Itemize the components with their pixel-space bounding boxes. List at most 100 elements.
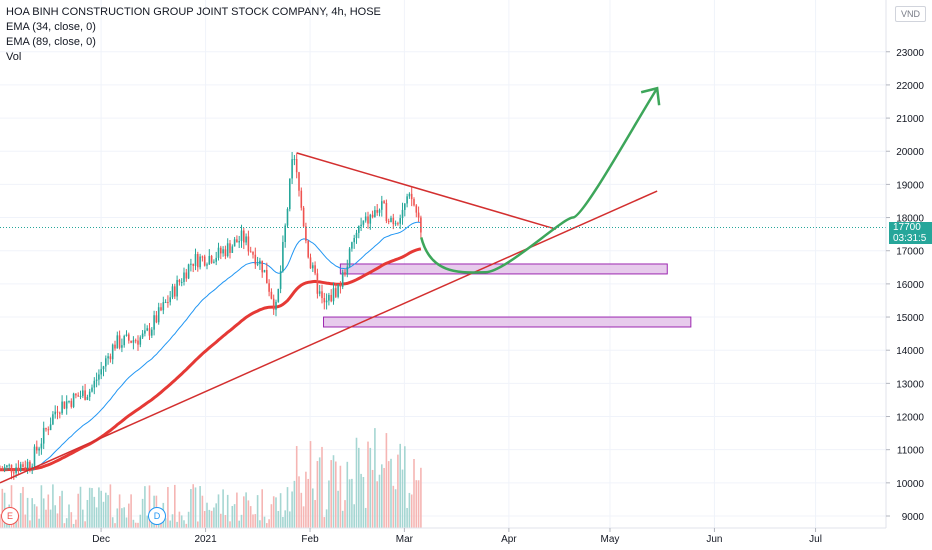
volume-bar (197, 521, 199, 528)
candle-body (295, 159, 298, 173)
candle-body (197, 254, 199, 268)
volume-bar (394, 489, 397, 528)
volume-bar (88, 487, 91, 528)
volume-bar (348, 479, 351, 528)
candle-body (160, 307, 162, 311)
volume-bar (243, 496, 245, 528)
volume-bar (167, 487, 169, 528)
candle-body (312, 265, 314, 269)
candle-body (344, 272, 346, 275)
indicator-ema34[interactable]: EMA (34, close, 0) (6, 21, 96, 33)
candle-body (401, 209, 404, 219)
dividend-badge[interactable]: D (148, 507, 166, 525)
volume-bar (111, 517, 114, 528)
volume-bar (420, 467, 422, 528)
price-tick-label: 18000 (896, 214, 924, 225)
volume-bar (183, 520, 185, 528)
candle-body (42, 427, 45, 444)
volume-bar (68, 504, 70, 528)
candle-body (82, 390, 84, 396)
volume-bar (344, 500, 346, 528)
candle-body (88, 391, 91, 397)
volume-bar (194, 487, 197, 528)
candle-body (1, 469, 4, 471)
candle-body (190, 263, 192, 265)
currency-label[interactable]: VND (895, 6, 926, 22)
candle-body (385, 202, 388, 221)
volume-bar (358, 447, 360, 528)
candle-body (0, 469, 1, 471)
volume-bar (268, 519, 270, 528)
candle-body (176, 280, 178, 297)
volume-bar (236, 492, 238, 528)
candle-body (116, 335, 119, 349)
candle-body (79, 395, 82, 397)
candle-body (335, 288, 337, 297)
volume-bar (185, 523, 188, 528)
candle-body (321, 291, 323, 299)
candle-body (114, 344, 116, 349)
candle-body (49, 424, 52, 431)
volume-bar (220, 513, 222, 528)
candle-body (38, 448, 40, 451)
volume-bar (341, 510, 344, 528)
indicator-volume[interactable]: Vol (6, 51, 22, 63)
candle-body (316, 273, 319, 294)
volume-bar (86, 499, 89, 528)
candle-body (270, 291, 273, 299)
chart-legend: HOA BINH CONSTRUCTION GROUP JOINT STOCK … (6, 5, 381, 65)
candle-body (355, 232, 358, 238)
candle-body (362, 220, 365, 225)
candle-body (383, 201, 385, 203)
candle-body (408, 193, 411, 197)
volume-bar (325, 509, 328, 528)
volume-bar (245, 492, 247, 528)
earnings-badge[interactable]: E (1, 507, 19, 525)
candle-body (348, 248, 351, 267)
candle-body (247, 236, 250, 252)
candle-body (328, 294, 330, 301)
indicator-ema89[interactable]: EMA (89, close, 0) (6, 36, 96, 48)
volume-bar (222, 489, 224, 528)
volume-bar (305, 471, 307, 528)
time-axis[interactable]: Dec 2021 Feb Mar Apr May Jun Jul (0, 527, 886, 545)
volume-bar (387, 461, 390, 528)
volume-bar (29, 520, 31, 528)
candle-body (272, 298, 275, 310)
volume-bar (10, 485, 13, 528)
volume-bar (256, 495, 259, 528)
volume-bar (330, 460, 332, 528)
candle-body (6, 465, 8, 468)
symbol-title[interactable]: HOA BINH CONSTRUCTION GROUP JOINT STOCK … (6, 6, 381, 18)
candle-body (256, 263, 259, 265)
volume-bar (141, 498, 144, 528)
ascending-trendline (0, 190, 658, 484)
candle-body (376, 210, 378, 213)
candle-body (13, 472, 15, 474)
candle-body (109, 356, 112, 360)
volume-bar (114, 523, 116, 528)
volume-bar (332, 455, 335, 528)
candle-body (125, 334, 128, 336)
volume-bar (364, 507, 367, 528)
candle-body (26, 461, 29, 469)
volume-bar (323, 517, 326, 528)
volume-bar (22, 486, 24, 528)
candle-body (277, 288, 280, 302)
candle-body (233, 239, 236, 247)
volume-bar (213, 507, 215, 528)
volume-bar (413, 459, 415, 528)
candle-body (75, 393, 77, 396)
volume-bar (42, 498, 45, 528)
candle-body (203, 256, 206, 266)
volume-bar (259, 520, 261, 528)
volume-bar (63, 523, 66, 528)
volume-bar (190, 489, 192, 528)
candle-body (93, 380, 96, 388)
volume-bar (224, 515, 227, 528)
candle-body (167, 302, 169, 304)
candle-body (72, 393, 75, 407)
price-tick-label: 19000 (896, 180, 924, 191)
price-axis[interactable]: 9000 10000 11000 12000 13000 14000 15000 16000 1… (885, 0, 924, 528)
